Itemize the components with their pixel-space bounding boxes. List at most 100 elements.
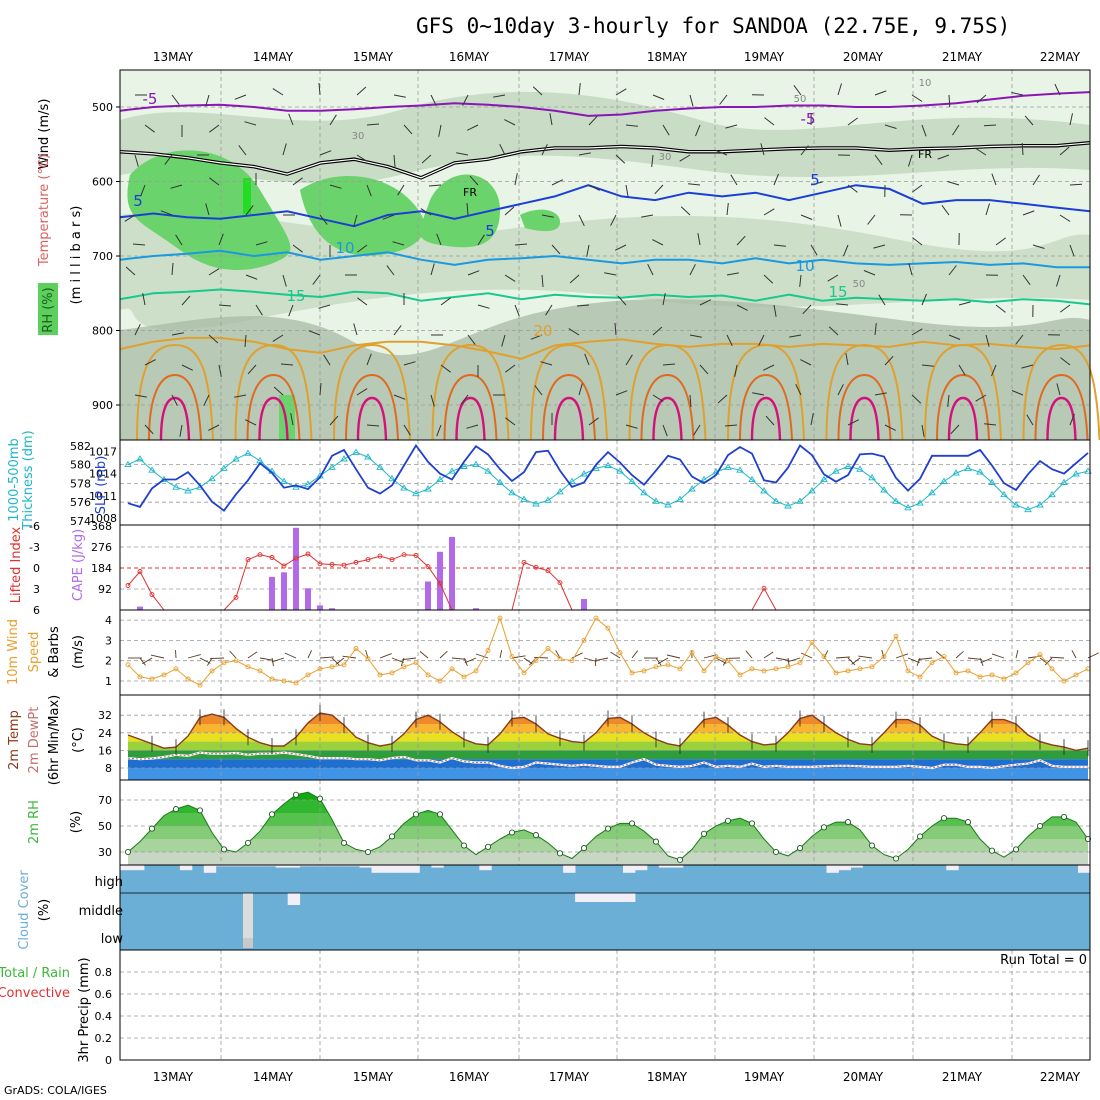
wind-speed-point bbox=[197, 682, 203, 688]
thickness-point bbox=[988, 478, 996, 485]
slp-tick-label: 1014 bbox=[89, 468, 117, 481]
wind-barb bbox=[975, 394, 987, 402]
wind-barb bbox=[430, 394, 435, 407]
lifted-index-point bbox=[413, 552, 419, 558]
cape-bar bbox=[329, 608, 335, 610]
wind-speed-point bbox=[557, 656, 563, 662]
wind-speed-point bbox=[461, 674, 467, 680]
wind-speed-point bbox=[1049, 666, 1055, 672]
wind-barb bbox=[1015, 334, 1024, 345]
wind-barb-10m bbox=[655, 657, 662, 666]
wind-barb bbox=[793, 85, 802, 96]
wind-barb bbox=[651, 154, 654, 167]
temperature-label: Temperature (°C) bbox=[37, 154, 52, 267]
wind-barb bbox=[652, 394, 664, 402]
temp-tick-label: 8 bbox=[105, 762, 112, 775]
thickness-label-1: 1000-500mb bbox=[7, 438, 22, 522]
rh2m-point bbox=[988, 847, 996, 854]
contour-label: 10 bbox=[335, 239, 354, 257]
temperature-contour-30 bbox=[159, 396, 191, 441]
wind-barb bbox=[641, 214, 654, 218]
lifted-index-point bbox=[401, 552, 407, 558]
rh2m-point bbox=[1036, 822, 1044, 830]
wind-barb bbox=[948, 265, 957, 276]
date-label-top: 17MAY bbox=[549, 50, 590, 64]
wind-barb bbox=[272, 334, 284, 342]
lifted-index-point bbox=[317, 561, 323, 567]
cloud-level-middle: middle bbox=[79, 904, 123, 919]
wind-barb bbox=[255, 304, 263, 316]
wind-speed-point bbox=[257, 668, 263, 674]
wind-barb bbox=[662, 124, 670, 136]
wind-barb bbox=[179, 424, 183, 437]
temp2m-panel: 8 16 24 32 bbox=[98, 694, 1091, 781]
wind-barb bbox=[884, 124, 897, 129]
rh-label: RH (%) bbox=[41, 287, 56, 332]
rh2m-point bbox=[964, 819, 972, 826]
thickness-point bbox=[928, 488, 936, 496]
wind-barb bbox=[460, 394, 469, 405]
temperature-contour-5 bbox=[119, 184, 1091, 228]
wind-barb-10m bbox=[139, 657, 146, 666]
thickness-point bbox=[880, 486, 888, 493]
wind-barb bbox=[921, 293, 927, 306]
wind-barb bbox=[382, 214, 395, 220]
temperature-contour-25 bbox=[246, 373, 301, 441]
precip-tick-label: 0.2 bbox=[95, 1032, 113, 1045]
cloud-gap-high bbox=[251, 865, 265, 867]
thickness-tick-label: 574 bbox=[70, 515, 91, 528]
wind-barb bbox=[941, 205, 950, 216]
thickness-point bbox=[460, 462, 468, 469]
wind-barb bbox=[837, 83, 842, 96]
wind-barb bbox=[764, 117, 775, 126]
pressure-tick-label: 800 bbox=[92, 325, 113, 338]
thickness-point bbox=[352, 448, 360, 455]
temp2m-label-1: 2m Temp bbox=[7, 710, 22, 770]
wind-speed-point bbox=[749, 666, 755, 672]
wind-barb-10m bbox=[451, 657, 466, 660]
wind-speed-point bbox=[833, 670, 839, 676]
wind-speed-point bbox=[989, 672, 995, 678]
wind-barb bbox=[504, 274, 516, 282]
wind-barb bbox=[719, 94, 728, 105]
wind-barb bbox=[845, 353, 849, 366]
wind-barb bbox=[356, 154, 368, 162]
precip-label-1: Total / Rain bbox=[0, 966, 70, 981]
thickness-point bbox=[412, 489, 420, 497]
wind-barb bbox=[1024, 115, 1034, 126]
rh-high-patch bbox=[243, 178, 251, 214]
wind-barb bbox=[244, 334, 247, 348]
cloud-gap-high bbox=[359, 865, 372, 868]
thickness-point bbox=[964, 464, 972, 471]
slp-tick-label: 1008 bbox=[89, 512, 117, 525]
freezing-level-line-inner bbox=[119, 142, 1091, 179]
wind-barb bbox=[319, 214, 328, 225]
chart-title: GFS 0~10day 3-hourly for SANDOA (22.75E,… bbox=[416, 14, 1010, 38]
wind-barb bbox=[549, 113, 553, 126]
wind-speed-point bbox=[353, 646, 359, 651]
thickness-point bbox=[976, 468, 984, 475]
temperature-contour-30 bbox=[1046, 396, 1077, 441]
cape-tick-label: 184 bbox=[91, 562, 112, 575]
temperature-contour-15 bbox=[119, 288, 1091, 306]
wind-barb bbox=[615, 154, 626, 164]
wind-barb bbox=[800, 145, 809, 156]
wind-barb bbox=[541, 144, 548, 156]
wind-barb bbox=[532, 86, 543, 96]
rh2m-point bbox=[580, 845, 588, 852]
pressure-tick-label: 600 bbox=[92, 176, 113, 189]
rh2m-point bbox=[340, 839, 348, 846]
cloud-gap-high bbox=[479, 865, 492, 871]
wind-barb bbox=[908, 154, 913, 167]
panel-bg bbox=[120, 610, 1090, 695]
wind-barb bbox=[504, 119, 516, 126]
cloud-gap-high bbox=[323, 865, 336, 867]
wind-barb bbox=[1060, 304, 1071, 313]
rh2m-point bbox=[820, 824, 828, 831]
wind-barb bbox=[292, 244, 303, 253]
wind-barb bbox=[662, 293, 666, 306]
rh2m-point bbox=[676, 856, 684, 863]
wind-barb-10m bbox=[918, 657, 933, 660]
wind-speed-point bbox=[1073, 672, 1079, 678]
wind-barb-10m bbox=[895, 653, 909, 659]
